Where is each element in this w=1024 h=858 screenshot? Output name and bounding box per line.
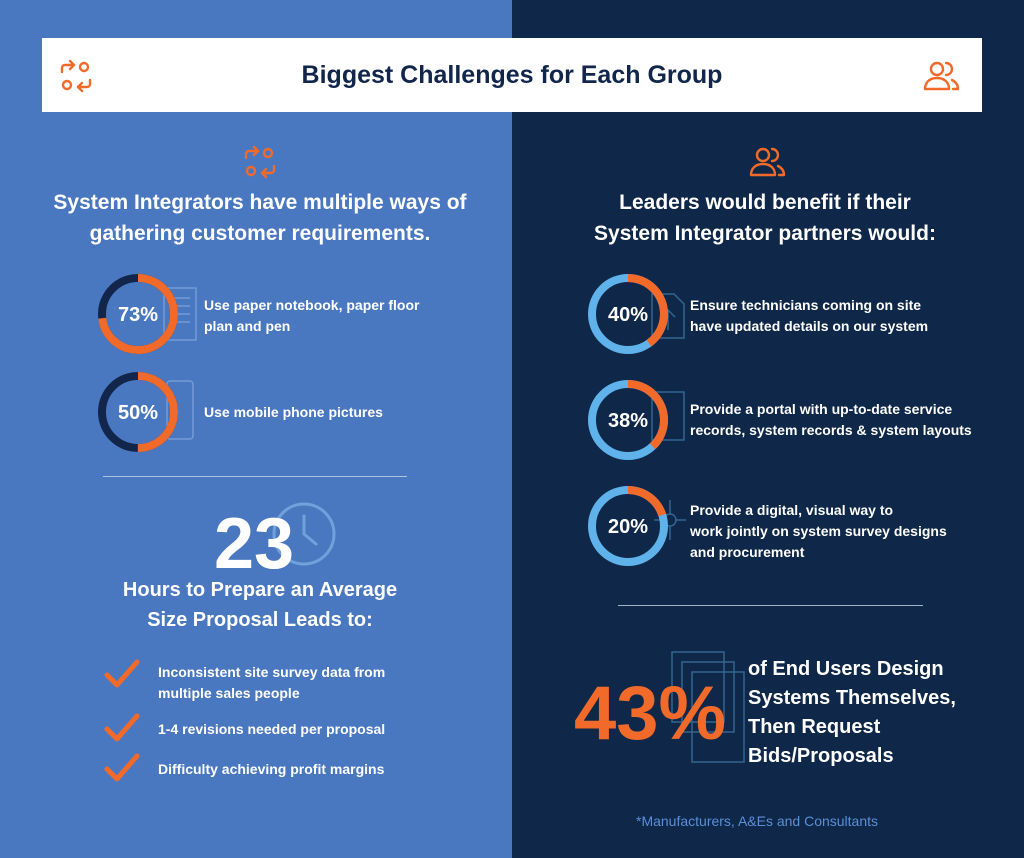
checkmark-icon (104, 753, 140, 782)
checkmark-icon (104, 713, 140, 742)
end-users-text: of End Users Design Systems Themselves, … (748, 658, 956, 767)
divider (618, 605, 923, 606)
stat-ring-38: 38% (588, 380, 668, 460)
stat-ring-40: 40% (588, 274, 668, 354)
stat-percent: 73% (118, 304, 158, 326)
footnote: *Manufacturers, A&Es and Consultants (636, 813, 879, 829)
stat-ring-50: 50% (98, 372, 178, 452)
document-icon (651, 391, 685, 441)
check-list: Inconsistent site survey data from multi… (104, 656, 484, 786)
stat-percent: 50% (118, 402, 158, 424)
ring-arc (588, 380, 668, 460)
page-title: Biggest Challenges for Each Group (301, 60, 723, 89)
users-icon (749, 147, 786, 177)
arrows-exchange-icon (60, 59, 92, 93)
stat-ring-20: 20% (588, 486, 668, 566)
stat-ring-73: 73% (98, 274, 178, 354)
list-item: Difficulty achieving profit margins (158, 761, 385, 777)
list-item: 1-4 revisions needed per proposal (158, 721, 386, 737)
users-icon (923, 61, 960, 91)
ring-arc (98, 372, 178, 452)
documents-icon (671, 651, 745, 763)
stat-text: Use mobile phone pictures (204, 404, 383, 420)
clock-icon (272, 502, 336, 566)
stat-percent: 38% (608, 410, 648, 432)
stat-text: Ensure technicians coming on site have u… (690, 297, 929, 334)
leaders-heading: Leaders would benefit if their System In… (594, 191, 936, 245)
title-bar: Biggest Challenges for Each Group (42, 38, 982, 112)
left-panel (0, 0, 512, 858)
ring-arc (98, 274, 178, 354)
right-panel (512, 0, 1024, 858)
hours-heading: Hours to Prepare an Average Size Proposa… (122, 579, 398, 631)
stat-text: Provide a digital, visual way to work jo… (690, 502, 947, 560)
integrators-heading: System Integrators have multiple ways of… (53, 191, 467, 245)
stat-text: Use paper notebook, paper floor plan and… (204, 297, 420, 334)
checkmark-icon (104, 659, 140, 688)
divider (103, 476, 407, 477)
ring-arc (588, 274, 668, 354)
stat-text: Provide a portal with up-to-date service… (690, 401, 972, 438)
end-users-percent: 43% (574, 671, 727, 756)
list-item: Inconsistent site survey data from multi… (158, 664, 386, 701)
hours-value: 23 (214, 504, 295, 584)
phone-icon (166, 380, 194, 440)
arrows-exchange-icon (244, 145, 276, 179)
ring-arc (588, 486, 668, 566)
stat-percent: 20% (608, 516, 648, 538)
stat-percent: 40% (608, 304, 648, 326)
